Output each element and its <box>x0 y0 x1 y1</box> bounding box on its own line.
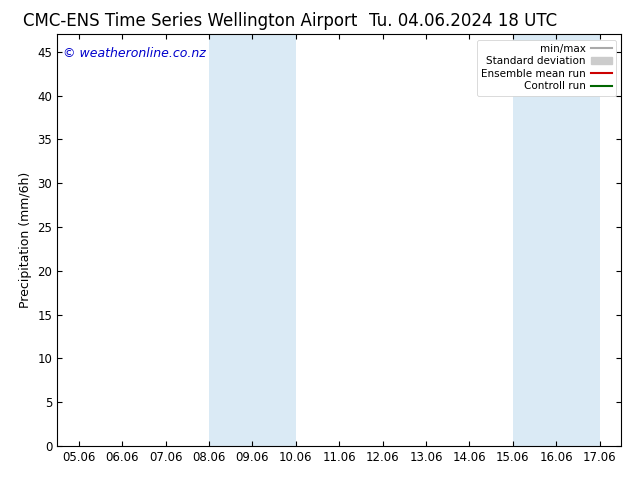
Text: © weatheronline.co.nz: © weatheronline.co.nz <box>63 47 205 60</box>
Legend: min/max, Standard deviation, Ensemble mean run, Controll run: min/max, Standard deviation, Ensemble me… <box>477 40 616 96</box>
Text: Tu. 04.06.2024 18 UTC: Tu. 04.06.2024 18 UTC <box>369 12 557 30</box>
Y-axis label: Precipitation (mm/6h): Precipitation (mm/6h) <box>19 172 32 308</box>
Bar <box>209 34 296 446</box>
Bar <box>513 34 600 446</box>
Text: CMC-ENS Time Series Wellington Airport: CMC-ENS Time Series Wellington Airport <box>23 12 358 30</box>
